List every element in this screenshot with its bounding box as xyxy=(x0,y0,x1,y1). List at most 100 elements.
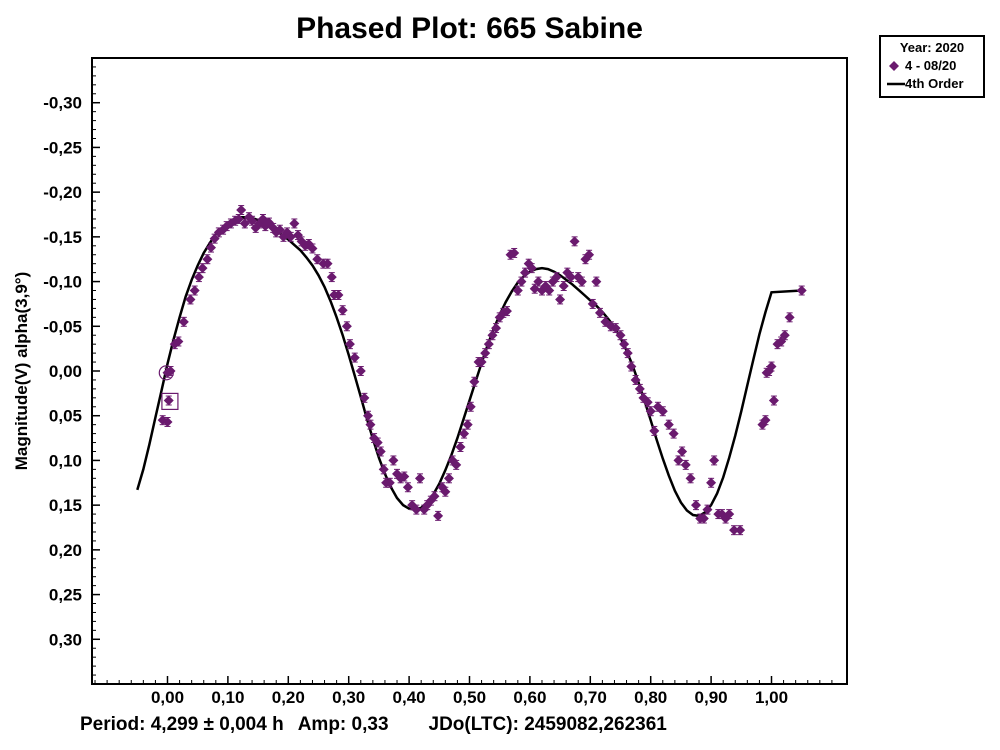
data-point xyxy=(569,236,580,247)
diamond-marker xyxy=(197,263,208,274)
data-point xyxy=(558,281,569,292)
legend-title: Year: 2020 xyxy=(899,40,965,55)
data-point xyxy=(402,482,413,493)
y-tick-label: -0,30 xyxy=(43,94,82,113)
legend: Year: 2020 4 - 08/20 4th Order xyxy=(879,35,985,98)
data-point xyxy=(349,352,360,363)
diamond-marker xyxy=(440,486,451,497)
diamond-marker xyxy=(649,425,660,436)
data-point xyxy=(587,298,598,309)
x-tick-label: 0,90 xyxy=(695,688,728,707)
data-point xyxy=(236,205,247,216)
data-point xyxy=(784,312,795,323)
data-point xyxy=(433,510,444,521)
diamond-marker xyxy=(520,267,531,278)
data-point xyxy=(533,276,544,287)
diamond-marker xyxy=(480,348,491,359)
data-point xyxy=(698,513,709,524)
data-point xyxy=(645,406,656,417)
diamond-marker xyxy=(163,395,174,406)
legend-label-points: 4 - 08/20 xyxy=(905,58,957,73)
diamond-marker xyxy=(359,392,370,403)
diamond-marker xyxy=(526,263,537,274)
data-point xyxy=(779,330,790,341)
data-point xyxy=(491,323,502,334)
diamond-marker xyxy=(569,236,580,247)
data-point xyxy=(355,366,366,376)
y-tick-label: 0,30 xyxy=(49,630,82,649)
diamond-marker xyxy=(451,459,462,470)
data-point xyxy=(469,376,480,387)
diamond-marker xyxy=(355,366,366,376)
diamond-marker xyxy=(491,323,502,334)
diamond-marker xyxy=(333,289,344,300)
diamond-marker xyxy=(634,383,645,394)
diamond-marker xyxy=(766,361,777,372)
diamond-marker xyxy=(663,419,674,430)
diamond-marker xyxy=(516,276,527,287)
data-point xyxy=(576,276,587,287)
y-tick-label: -0,25 xyxy=(43,138,82,157)
diamond-marker xyxy=(344,339,355,350)
data-point xyxy=(520,267,531,278)
diamond-marker xyxy=(680,459,691,470)
diamond-marker xyxy=(312,254,323,265)
jdo-text: JDo(LTC): 2459082,262361 xyxy=(428,714,667,735)
data-point xyxy=(509,247,520,258)
diamond-marker xyxy=(399,471,410,482)
data-point xyxy=(501,306,512,317)
data-point xyxy=(465,401,476,412)
legend-line-icon xyxy=(887,82,905,86)
data-point xyxy=(649,425,660,436)
y-axis-label: Magnitude(V) alpha(3,9°) xyxy=(12,272,31,471)
x-tick-label: 0,20 xyxy=(272,688,305,707)
amplitude-text: Amp: 0,33 xyxy=(297,714,389,735)
y-axis: -0,30 -0,25 -0,20 -0,15 -0,10 -0,05 0,00 0,05 0,… xyxy=(43,57,100,685)
diamond-marker xyxy=(594,307,605,318)
diamond-marker xyxy=(784,312,795,323)
diamond-marker xyxy=(462,419,473,430)
data-point xyxy=(363,410,374,421)
data-point xyxy=(375,446,386,457)
diamond-marker xyxy=(189,285,200,296)
diamond-marker xyxy=(760,415,771,426)
y-tick-label: 0,20 xyxy=(49,541,82,560)
data-point xyxy=(378,464,389,475)
diamond-marker xyxy=(433,510,444,521)
diamond-marker xyxy=(709,455,720,466)
diamond-marker xyxy=(729,525,740,536)
data-point xyxy=(388,455,399,466)
data-point xyxy=(673,455,684,466)
diamond-marker xyxy=(443,473,454,484)
diamond-marker xyxy=(706,477,717,488)
y-tick-label: -0,05 xyxy=(43,317,82,336)
data-point xyxy=(685,473,696,484)
data-point xyxy=(411,504,422,515)
diamond-marker xyxy=(372,437,383,448)
diamond-marker xyxy=(341,321,352,332)
x-tick-label: 0,80 xyxy=(634,688,667,707)
data-point xyxy=(462,419,473,430)
data-point xyxy=(735,525,746,536)
diamond-marker xyxy=(173,336,184,347)
data-point xyxy=(162,416,173,427)
data-point xyxy=(341,321,352,332)
legend-entry-fit: 4th Order xyxy=(881,75,983,93)
data-point xyxy=(760,415,771,426)
data-point xyxy=(344,339,355,350)
x-tick-label: 0,30 xyxy=(332,688,365,707)
diamond-marker xyxy=(505,249,516,260)
diamond-marker xyxy=(501,306,512,317)
data-point xyxy=(322,258,333,269)
diamond-marker xyxy=(626,361,637,372)
diamond-marker xyxy=(615,330,626,341)
footer-info: Period: 4,299 ± 0,004 h Amp: 0,33 JDo(LTC)… xyxy=(80,714,681,736)
data-point xyxy=(619,339,630,350)
data-point xyxy=(205,242,216,253)
diamond-marker xyxy=(322,258,333,269)
diamond-marker xyxy=(455,442,466,453)
data-point xyxy=(766,361,777,372)
diamond-marker xyxy=(796,285,807,296)
diamond-marker xyxy=(205,242,216,253)
data-point xyxy=(642,397,653,408)
